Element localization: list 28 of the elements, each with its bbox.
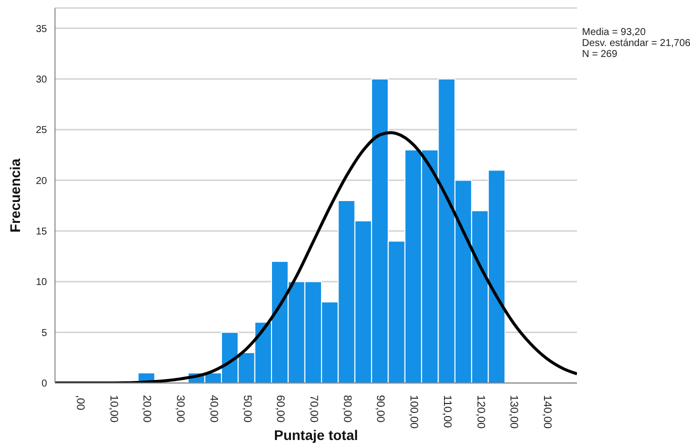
y-tick-label: 10: [36, 277, 48, 288]
x-axis-title: Puntaje total: [274, 427, 358, 443]
y-tick-label: 15: [36, 226, 48, 238]
x-tick-label: 60,00: [274, 395, 286, 423]
x-tick-label: 120,00: [474, 395, 486, 429]
x-tick-label: 10,00: [107, 395, 120, 423]
x-tick-label: 100,00: [408, 395, 420, 429]
y-tick-label: 35: [36, 24, 48, 35]
x-tick-label: 110,00: [440, 395, 453, 428]
x-tick-label: 70,00: [308, 395, 320, 423]
x-tick-label: 40,00: [207, 395, 220, 423]
text: Desv. estándar = 21,706: [582, 38, 690, 49]
text: Media = 93,20: [582, 27, 647, 38]
x-tick-label: 50,00: [240, 395, 253, 423]
x-tick-label: 80,00: [340, 395, 353, 423]
x-tick-label: 20,00: [140, 395, 153, 423]
y-tick-label: 20: [36, 176, 48, 187]
x-tick-label: 130,00: [508, 395, 520, 429]
x-tick-label: ,00: [74, 395, 86, 410]
x-tick-label: 140,00: [540, 395, 553, 429]
x-tick-label: 90,00: [374, 395, 386, 423]
y-axis-title: Frecuencia: [6, 158, 23, 232]
y-tick-label: 5: [41, 328, 48, 339]
text: N = 269: [582, 49, 618, 60]
y-tick-label: 25: [36, 125, 48, 136]
y-tick-label: 0: [41, 378, 48, 390]
x-tick-label: 30,00: [174, 395, 186, 423]
y-tick-label: 30: [36, 74, 48, 86]
